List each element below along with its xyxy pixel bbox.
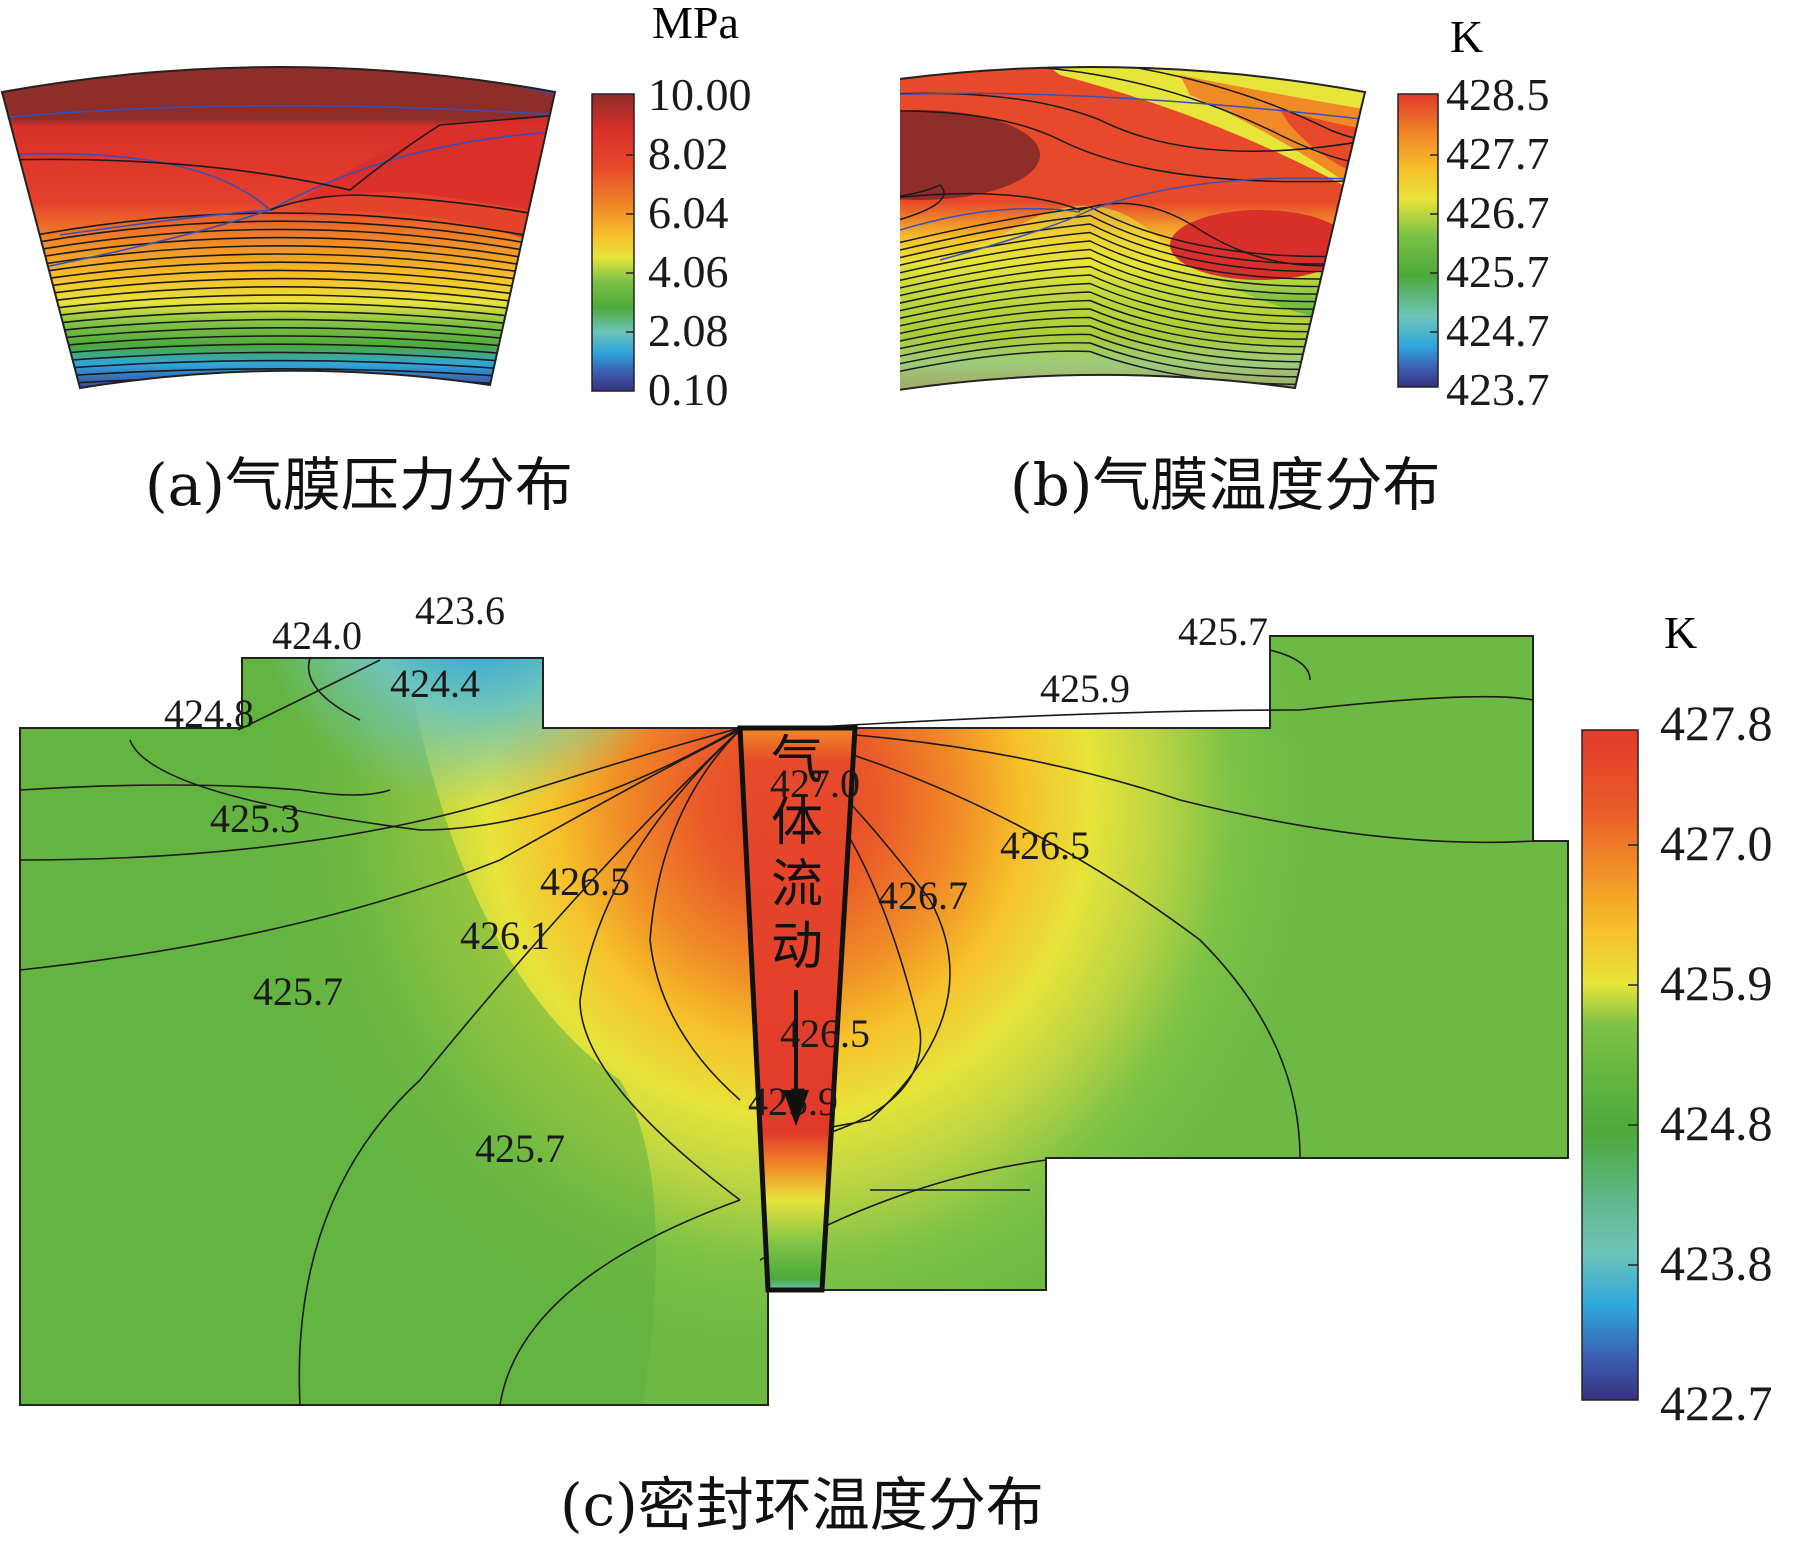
contour-label: 426.1 [460, 913, 550, 958]
contour-line [900, 325, 1365, 371]
contour-line [2, 253, 555, 280]
contour-line [900, 265, 1365, 319]
colorbar-c-tick: 425.9 [1660, 955, 1773, 1011]
colorbar-c-tick: 422.7 [1660, 1375, 1773, 1431]
contour-line [2, 286, 555, 309]
panel-c-ring-temperature: 423.6 K 427.8 427.0 425.9 424.8 423.8 42… [19, 588, 1773, 1431]
colorbar-a-tick: 4.06 [648, 246, 729, 297]
contour-label: 425.3 [210, 796, 300, 841]
contour-line [900, 274, 1365, 326]
contour-line [900, 257, 1365, 311]
contour-line [2, 236, 555, 265]
contour-label: 426.7 [878, 873, 968, 918]
contour-line [2, 261, 555, 287]
colorbar-b-tick: 424.7 [1446, 305, 1550, 356]
contour-line [900, 299, 1365, 349]
contour-line [900, 282, 1365, 334]
contour-label: 425.7 [1178, 609, 1268, 654]
colorbar-c [1581, 729, 1639, 1401]
colorbar-c-tick: 423.8 [1660, 1235, 1773, 1291]
flow-label: 气 体 流 动 [765, 730, 829, 978]
panel-b-film-temperature: K 428.5 427.7 426.7 425.7 424.7 423.7 [900, 11, 1550, 415]
contour-line [2, 368, 555, 382]
contour-label: 424.8 [164, 691, 254, 736]
colorbar-c-tick: 424.8 [1660, 1095, 1773, 1151]
contour-line [2, 302, 555, 324]
colorbar-b-tick: 428.5 [1446, 69, 1550, 120]
flow-label-char: 动 [770, 917, 823, 977]
caption-c: (c)密封环温度分布 [560, 1471, 1044, 1539]
contour-label: 423.6 [415, 588, 505, 633]
contour-label: 424.0 [272, 613, 362, 658]
contour-label: 426.5 [1000, 823, 1090, 868]
contour-line [2, 277, 555, 302]
colorbar-a-unit: MPa [652, 0, 739, 48]
caption-a: (a)气膜压力分布 [145, 451, 573, 519]
contour-line [2, 212, 555, 243]
contour-line [900, 350, 1365, 392]
colorbar-b-unit: K [1450, 11, 1483, 62]
contour-line [900, 223, 1365, 281]
contour-label: 425.7 [475, 1126, 565, 1171]
colorbar-c-tick: 427.0 [1660, 815, 1773, 871]
contour-line [2, 343, 555, 360]
caption-b: (b)气膜温度分布 [1010, 451, 1441, 519]
colorbar-a-tick: 8.02 [648, 128, 729, 179]
contour-line [900, 291, 1365, 341]
contour-label: 425.7 [253, 969, 343, 1014]
contour-label: 424.4 [390, 661, 480, 706]
contour-line [2, 220, 555, 251]
flow-label-char: 体 [770, 793, 823, 853]
colorbar-c-tick: 427.8 [1660, 695, 1773, 751]
contour-label: 426.5 [540, 859, 630, 904]
contour-line [900, 333, 1365, 379]
contour-label: 427.0 [770, 761, 860, 806]
contour-line [900, 240, 1365, 296]
contour-line [2, 359, 555, 375]
colorbar-a-tick: 10.00 [648, 69, 752, 120]
contour-line [900, 248, 1365, 304]
colorbar-b-tick: 425.7 [1446, 246, 1550, 297]
contour-line [2, 269, 555, 294]
colorbar-c-unit: K [1664, 607, 1697, 658]
flow-arrow-icon [783, 990, 809, 1126]
contour-line [2, 228, 555, 258]
contour-label: 425.9 [1040, 666, 1130, 711]
panel-a-pressure: MPa 10.00 8.02 6.04 4.06 2.08 0.10 [0, 0, 752, 415]
colorbar-b-tick: 426.7 [1446, 187, 1550, 238]
colorbar-b-tick: 427.7 [1446, 128, 1550, 179]
colorbar-a-tick: 0.10 [648, 364, 729, 415]
contour-line [2, 351, 555, 367]
colorbar-b [1397, 93, 1439, 388]
contour-line [2, 318, 555, 338]
colorbar-b-tick: 423.7 [1446, 364, 1550, 415]
contour-line [2, 310, 555, 331]
colorbar-a-tick: 2.08 [648, 305, 729, 356]
contour-line [900, 231, 1365, 289]
contour-line [900, 342, 1365, 386]
colorbar-a [591, 93, 635, 392]
contour-line [2, 327, 555, 345]
contour-line [2, 245, 555, 272]
contour-line [900, 214, 1365, 274]
contour-line [900, 316, 1365, 364]
contour-line [2, 335, 555, 353]
flow-label-char: 流 [770, 855, 823, 915]
colorbar-a-tick: 6.04 [648, 187, 729, 238]
contour-line [2, 294, 555, 316]
flow-label-char: 气 [770, 731, 823, 791]
contour-line [900, 308, 1365, 356]
